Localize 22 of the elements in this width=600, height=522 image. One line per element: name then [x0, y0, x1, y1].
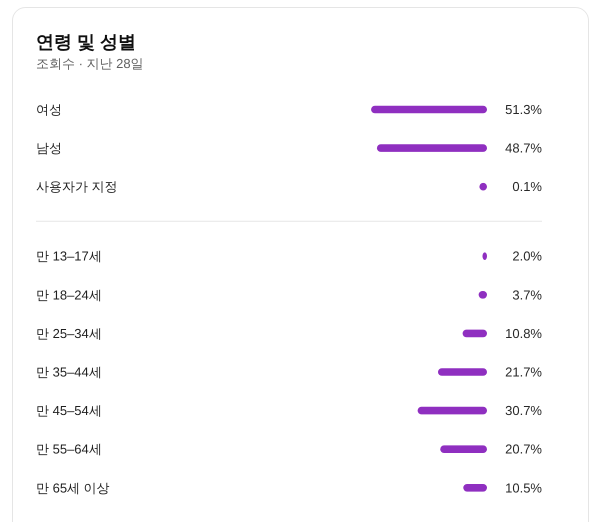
category: 만 13–17세: [36, 248, 102, 264]
title: 연령 및 성별: [36, 32, 136, 52]
category: 만 35–44세: [36, 364, 102, 380]
value-label: 3.7%: [512, 287, 542, 302]
value-label: 20.7%: [505, 442, 542, 457]
category: 만 25–34세: [36, 326, 102, 341]
category: 만 65세 이상: [36, 480, 110, 496]
subtitle: 조회수 · 지난 28일: [36, 56, 144, 71]
category: 여성: [36, 102, 62, 117]
value-label: 0.1%: [512, 179, 542, 194]
value-label: 10.8%: [505, 326, 542, 341]
category: 사용자가 지정: [36, 179, 118, 194]
value-label: 10.5%: [505, 480, 542, 496]
value-label: 21.7%: [505, 364, 542, 380]
value-label: 2.0%: [512, 248, 542, 264]
value-label: 51.3%: [505, 102, 542, 117]
value-label: 48.7%: [505, 140, 542, 156]
category: 만 18–24세: [36, 287, 102, 302]
value-label: 30.7%: [505, 403, 542, 418]
category: 만 55–64세: [36, 442, 102, 457]
category: 남성: [36, 140, 62, 156]
category: 만 45–54세: [36, 403, 102, 418]
